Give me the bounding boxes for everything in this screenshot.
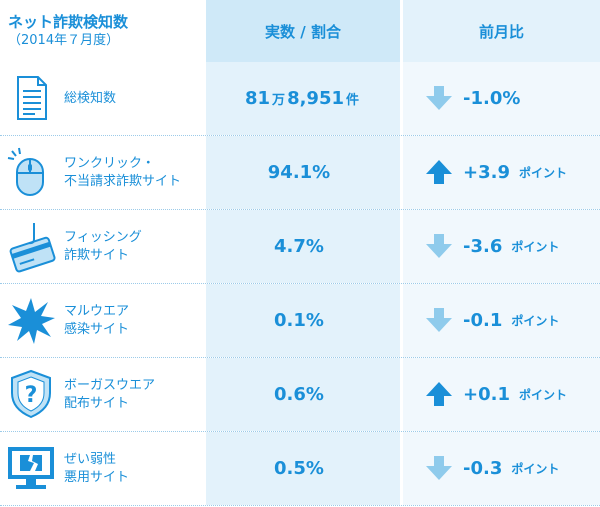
table-row: フィッシング 詐欺サイト 4.7% -3.6 ポイント (0, 210, 600, 285)
row-label-cell: ぜい弱性 悪用サイト (0, 432, 206, 505)
row-label-cell: ? ボーガスウエア 配布サイト (0, 358, 206, 431)
row-separator (0, 135, 600, 137)
arrow-up-icon (425, 380, 453, 408)
row-change-unit: ポイント (511, 462, 560, 476)
table-row: マルウエア 感染サイト 0.1% -0.1 ポイント (0, 284, 600, 359)
row-label-cell: フィッシング 詐欺サイト (0, 210, 206, 283)
row-label-line2: 感染サイト (64, 321, 130, 337)
table-header: ネット詐欺検知数 （2014年７月度） 実数 / 割合 前月比 (0, 0, 600, 62)
svg-text:?: ? (25, 383, 38, 408)
shield-question-icon: ? (4, 367, 58, 421)
row-label-line2: 詐欺サイト (64, 247, 130, 263)
row-label-line2: 不当請求詐欺サイト (64, 173, 182, 189)
row-label-line2: 配布サイト (64, 395, 130, 411)
table-row: ワンクリック・ 不当請求詐欺サイト 94.1% +3.9 ポイント (0, 136, 600, 211)
table-title: ネット詐欺検知数 (8, 13, 129, 31)
table-subtitle: （2014年７月度） (8, 33, 120, 48)
row-label: ボーガスウエア 配布サイト (64, 358, 155, 431)
column-header-change: 前月比 (403, 0, 600, 62)
row-value-main: 0.1% (274, 310, 324, 331)
row-change-unit: ポイント (518, 388, 567, 402)
row-change-unit: ポイント (518, 166, 567, 180)
row-value-mid: 万 (272, 93, 286, 108)
row-value-main: 81 (244, 88, 271, 109)
row-change-cell: +0.1 ポイント (403, 358, 600, 431)
row-change-cell: -1.0% (403, 62, 600, 135)
arrow-down-icon (425, 454, 453, 482)
arrow-down-icon (425, 84, 453, 112)
arrow-up-icon (425, 158, 453, 186)
column-header-value: 実数 / 割合 (206, 0, 400, 62)
row-label-line1: ボーガスウエア (64, 377, 156, 393)
row-label: マルウエア 感染サイト (64, 284, 129, 357)
row-value-unit: 件 (346, 93, 360, 108)
row-change-cell: -0.1 ポイント (403, 284, 600, 357)
row-value-main: 0.6% (274, 384, 324, 405)
broken-screen-icon (4, 441, 58, 495)
row-change-cell: -0.3 ポイント (403, 432, 600, 505)
row-value-cell: 0.1% (206, 284, 400, 357)
row-label-line1: フィッシング (64, 229, 142, 245)
row-label: ワンクリック・ 不当請求詐欺サイト (64, 136, 181, 209)
mouse-click-icon (4, 145, 58, 199)
arrow-down-icon (425, 232, 453, 260)
row-change-unit: ポイント (511, 314, 560, 328)
row-change-value: +0.1 (463, 384, 510, 405)
row-value-main: 0.5% (274, 458, 324, 479)
row-value-cell: 4.7% (206, 210, 400, 283)
row-label-line1: マルウエア (64, 303, 130, 319)
row-label-line1: ワンクリック・ (64, 155, 155, 171)
row-separator (0, 209, 600, 211)
header-title-cell: ネット詐欺検知数 （2014年７月度） (0, 0, 206, 62)
row-label: フィッシング 詐欺サイト (64, 210, 142, 283)
row-change-value: +3.9 (463, 162, 510, 183)
row-change: +3.9 ポイント (463, 136, 567, 209)
row-change: -1.0% (463, 62, 529, 135)
row-change: -3.6 ポイント (463, 210, 559, 283)
row-change: -0.1 ポイント (463, 284, 559, 357)
row-value-main: 94.1% (267, 162, 331, 183)
row-separator (0, 431, 600, 433)
row-change-unit: ポイント (511, 240, 560, 254)
row-label-line1: 総検知数 (64, 90, 117, 106)
row-change: +0.1 ポイント (463, 358, 567, 431)
table-row: ぜい弱性 悪用サイト 0.5% -0.3 ポイント (0, 432, 600, 507)
row-change: -0.3 ポイント (463, 432, 559, 505)
row-value-main: 4.7% (274, 236, 324, 257)
row-label: ぜい弱性 悪用サイト (64, 432, 129, 505)
malware-burst-icon (4, 293, 58, 347)
row-separator (0, 357, 600, 359)
table-row: 総検知数 81 万 8,951 件 -1.0% (0, 62, 600, 137)
row-label: 総検知数 (64, 62, 116, 135)
row-value-cell: 94.1% (206, 136, 400, 209)
row-separator (0, 283, 600, 285)
row-label-cell: 総検知数 (0, 62, 206, 135)
row-change-cell: -3.6 ポイント (403, 210, 600, 283)
row-change-value: -0.3 (463, 458, 503, 479)
row-value-cell: 81 万 8,951 件 (206, 62, 400, 135)
row-value-rest: 8,951 (287, 88, 344, 109)
arrow-down-icon (425, 306, 453, 334)
row-change-value: -1.0% (463, 88, 521, 109)
phishing-card-icon (4, 219, 58, 273)
row-value-cell: 0.5% (206, 432, 400, 505)
row-label-cell: ワンクリック・ 不当請求詐欺サイト (0, 136, 206, 209)
document-icon (4, 71, 58, 125)
table-row: ? ボーガスウエア 配布サイト 0.6% +0.1 ポイント (0, 358, 600, 433)
row-label-cell: マルウエア 感染サイト (0, 284, 206, 357)
row-change-value: -3.6 (463, 236, 503, 257)
row-change-value: -0.1 (463, 310, 503, 331)
row-value-cell: 0.6% (206, 358, 400, 431)
row-separator (0, 505, 600, 507)
row-label-line1: ぜい弱性 (64, 451, 117, 467)
row-change-cell: +3.9 ポイント (403, 136, 600, 209)
row-label-line2: 悪用サイト (64, 469, 130, 485)
